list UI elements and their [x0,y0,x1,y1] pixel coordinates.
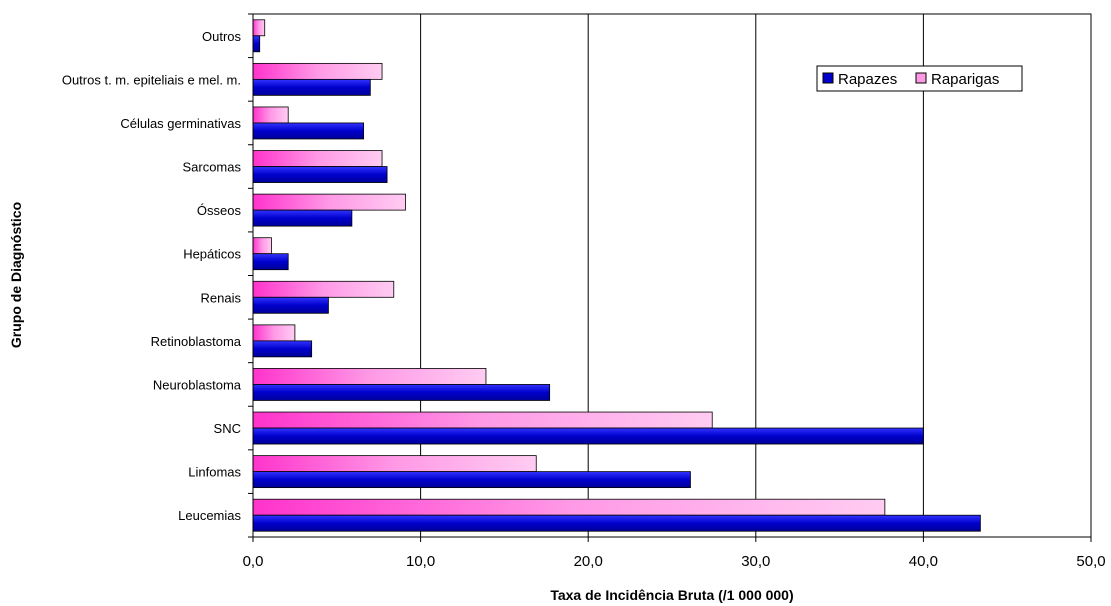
x-tick-label: 20,0 [574,553,603,570]
category-label: Sarcomas [182,160,241,175]
category-label: Outros t. m. epiteliais e mel. m. [62,72,241,87]
bar-raparigas [252,62,383,80]
bar-raparigas [252,498,886,516]
bar-rapazes [252,384,551,401]
bar-rapazes [252,427,924,445]
category-label: Leucemias [178,508,241,523]
bar-rapazes [252,296,329,314]
bar-rapazes [252,471,691,489]
bar-raparigas [252,411,713,429]
bar-rapazes [252,514,981,532]
category-label: Outros [202,29,242,44]
bars [252,19,981,532]
bar-rapazes [252,122,365,140]
bar-raparigas [252,455,537,473]
category-label: Neuroblastoma [153,377,242,392]
category-label: SNC [214,421,241,436]
category-label: Ósseos [197,203,242,218]
category-label: Linfomas [188,465,241,480]
legend: Rapazes Raparigas [816,65,1023,92]
x-tick-label: 30,0 [741,553,770,570]
bar-rapazes [252,340,313,358]
y-axis-ticks [248,13,253,538]
x-tick-label: 0,0 [243,553,264,570]
x-axis-ticks [252,537,1092,542]
bar-raparigas [252,193,406,211]
bar-raparigas [252,280,395,298]
bar-raparigas [252,19,266,37]
category-label: Hepáticos [183,247,241,262]
legend-swatch-raparigas [915,72,927,84]
bar-rapazes [252,166,388,183]
gridlines [420,14,1092,537]
legend-swatch-rapazes [822,72,834,84]
category-labels: Leucemias Linfomas SNC Neuroblastoma Retinob… [62,29,242,523]
legend-label-rapazes: Rapazes [838,71,897,88]
x-tick-label: 40,0 [909,553,938,570]
plot-area [252,13,1092,538]
category-label: Células germinativas [120,116,241,131]
bar-raparigas [252,324,296,342]
x-tick-label: 10,0 [406,553,435,570]
bar-raparigas [252,368,487,385]
x-tick-label: 50,0 [1076,553,1105,570]
bar-rapazes [252,35,261,53]
category-label: Renais [201,290,242,305]
category-label: Retinoblastoma [151,334,242,349]
bar-raparigas [252,150,383,167]
y-axis-title: Grupo de Diagnóstico [8,202,24,348]
bar-raparigas [252,106,289,124]
x-tick-labels: 0,0 10,0 20,0 30,0 40,0 50,0 [243,553,1106,570]
bar-rapazes [252,253,289,271]
x-axis-title: Taxa de Incidência Bruta (/1 000 000) [550,587,793,603]
legend-label-raparigas: Raparigas [931,71,999,88]
bar-rapazes [252,78,371,96]
bar-rapazes [252,209,353,227]
bar-raparigas [252,237,272,255]
